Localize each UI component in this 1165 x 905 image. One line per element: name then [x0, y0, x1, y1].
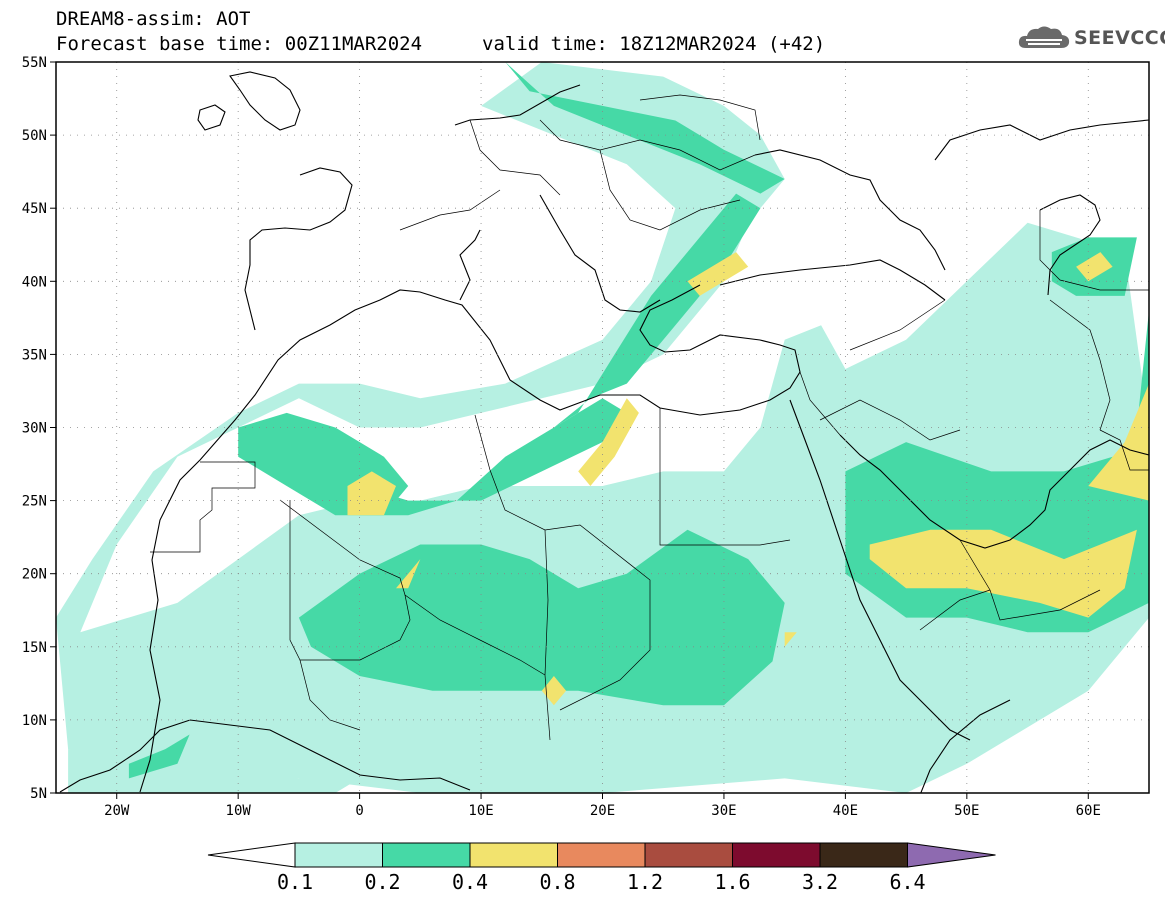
colorbar-swatch	[732, 842, 821, 868]
x-tick-label: 20E	[590, 803, 615, 819]
aot-region-0.4-0.8	[578, 398, 639, 486]
aot-region-0.4-0.8	[1088, 383, 1149, 501]
colorbar-swatch	[382, 842, 471, 868]
colorbar-swatch	[294, 842, 383, 868]
aot-region-0.4-0.8	[784, 632, 797, 647]
x-tick-label: 20W	[104, 803, 130, 819]
x-tick-label: 40E	[833, 803, 858, 819]
logo-text: SEEVCCC	[1074, 27, 1165, 49]
aot-region-0.4-0.8	[541, 676, 567, 706]
aot-region-0.2-0.4	[128, 734, 190, 779]
aot-region-0.2-0.4	[505, 62, 785, 194]
x-tick-label: 10E	[468, 803, 493, 819]
grid	[56, 62, 1149, 793]
colorbar-under-arrow	[207, 842, 296, 868]
colorbar-swatch	[644, 842, 733, 868]
y-tick-label: 40N	[22, 274, 47, 290]
aot-region-0.4-0.8	[869, 529, 1137, 618]
y-tick-label: 55N	[22, 55, 47, 71]
axis-ticks: 20W 10W 0 10E 20E 30E 40E 50E 60E 55N 50N 45N 40N 35N…	[22, 55, 1101, 819]
aot-region-0.2-0.4	[553, 193, 761, 428]
x-tick-label: 30E	[711, 803, 736, 819]
coastlines	[59, 71, 1149, 793]
valid-time: valid time: 18Z12MAR2024 (+42)	[482, 33, 826, 55]
y-tick-label: 35N	[22, 347, 47, 363]
colorbar-label: 0.2	[364, 870, 400, 894]
aot-region-0.4-0.8	[396, 559, 421, 589]
cloud-icon	[1018, 26, 1070, 48]
x-tick-label: 10W	[226, 803, 252, 819]
colorbar-swatch	[819, 842, 908, 868]
colorbar-label: 1.2	[627, 870, 663, 894]
x-tick-label: 60E	[1076, 803, 1101, 819]
colorbar-swatch	[469, 842, 558, 868]
colorbar-label: 6.4	[889, 870, 925, 894]
colorbar-over-arrow	[907, 842, 996, 868]
y-tick-label: 45N	[22, 201, 47, 217]
aot-region-0.4-0.8	[687, 252, 749, 296]
country-borders	[150, 94, 1149, 741]
y-tick-label: 10N	[22, 713, 47, 729]
y-tick-label: 20N	[22, 567, 47, 583]
colorbar-label: 0.4	[452, 870, 488, 894]
y-tick-label: 5N	[30, 786, 47, 802]
x-tick-label: 0	[355, 803, 363, 819]
title-line2: Forecast base time: 00Z11MAR2024	[56, 33, 423, 55]
colorbar-label: 1.6	[714, 870, 750, 894]
logo: SEEVCCC	[1018, 24, 1165, 52]
colorbar-swatch	[557, 842, 646, 868]
colorbar-label: 0.8	[539, 870, 575, 894]
x-tick-label: 50E	[954, 803, 979, 819]
y-tick-label: 15N	[22, 640, 47, 656]
aot-region-0.4-0.8	[1076, 252, 1113, 282]
title-line1: DREAM8-assim: AOT	[56, 8, 251, 30]
y-tick-label: 50N	[22, 128, 47, 144]
y-tick-label: 30N	[22, 421, 47, 437]
colorbar-label: 0.1	[277, 870, 313, 894]
colorbar-label: 3.2	[802, 870, 838, 894]
y-tick-label: 25N	[22, 494, 47, 510]
